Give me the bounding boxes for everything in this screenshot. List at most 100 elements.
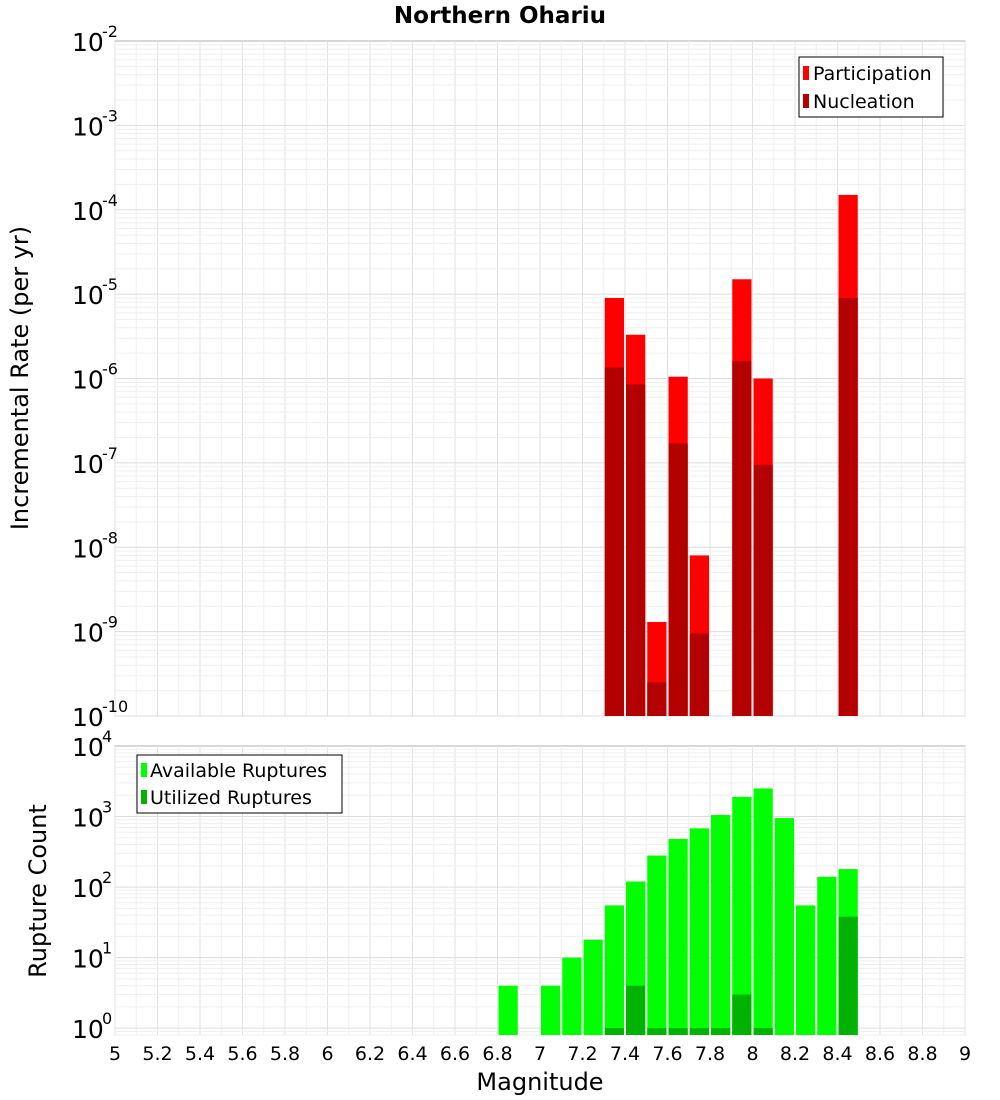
svg-text:-2: -2	[102, 22, 118, 41]
svg-text:4: 4	[102, 727, 112, 746]
count-legend: Available Ruptures Utilized Ruptures	[136, 754, 343, 814]
bar-nucleation	[732, 361, 752, 716]
svg-text:10: 10	[72, 804, 104, 833]
bar-utilized-ruptures	[604, 1028, 624, 1035]
x-tick-label: 5.4	[185, 1043, 215, 1065]
x-tick-label: 6.2	[355, 1043, 385, 1065]
svg-text:-9: -9	[102, 613, 118, 632]
bar-utilized-ruptures	[753, 1028, 773, 1035]
bar-nucleation	[668, 443, 688, 716]
bar-utilized-ruptures	[668, 1028, 688, 1035]
y-tick-label: 10-7	[72, 444, 118, 479]
count-bars	[498, 788, 858, 1035]
x-tick-label: 5.8	[270, 1043, 300, 1065]
rate-bars	[604, 194, 858, 716]
svg-text:-8: -8	[102, 528, 118, 547]
rate-legend: Participation Nucleation	[798, 56, 944, 118]
bar-available-ruptures	[604, 905, 624, 1035]
x-tick-label: 8.6	[865, 1043, 895, 1065]
bar-available-ruptures	[583, 939, 603, 1035]
bar-available-ruptures	[753, 788, 773, 1035]
svg-text:2: 2	[102, 868, 112, 887]
bar-nucleation	[838, 297, 858, 716]
count-legend-box	[136, 754, 343, 814]
count-grid	[114, 746, 966, 1036]
svg-text:-7: -7	[102, 444, 118, 463]
bar-available-ruptures	[711, 815, 731, 1035]
x-tick-label: 8.2	[780, 1043, 810, 1065]
x-tick-label: 7	[534, 1043, 546, 1065]
count-y-axis-label: Rupture Count	[24, 804, 52, 978]
y-tick-label: 10-4	[72, 191, 118, 226]
y-tick-label: 10-6	[72, 360, 118, 395]
y-tick-label: 103	[72, 798, 112, 833]
y-tick-label: 10-10	[72, 697, 128, 732]
utilized-legend-swatch	[141, 790, 147, 804]
svg-text:10: 10	[72, 733, 104, 762]
bar-nucleation	[626, 384, 646, 716]
bar-utilized-ruptures	[711, 1028, 731, 1035]
bar-nucleation	[753, 464, 773, 716]
x-tick-label: 5	[109, 1043, 121, 1065]
y-tick-label: 10-5	[72, 275, 118, 310]
bar-available-ruptures	[668, 839, 688, 1035]
y-tick-label: 104	[72, 727, 112, 762]
x-tick-label: 7.2	[567, 1043, 597, 1065]
bar-utilized-ruptures	[838, 916, 858, 1035]
y-tick-label: 10-3	[72, 106, 118, 141]
y-tick-label: 100	[72, 1009, 112, 1044]
rate-y-axis-label: Incremental Rate (per yr)	[6, 226, 34, 530]
x-tick-label: 5.6	[227, 1043, 257, 1065]
x-tick-label: 6	[321, 1043, 333, 1065]
y-tick-label: 101	[72, 939, 112, 974]
bar-available-ruptures	[732, 796, 752, 1035]
available-legend-swatch	[141, 763, 147, 777]
bar-utilized-ruptures	[626, 985, 646, 1035]
x-tick-labels: 5 5.2 5.4 5.6 5.8 6 6.2 6.4 6.6 6.8 7 7.2 7.4 7.6 7.8 8…	[109, 1043, 971, 1065]
svg-text:1: 1	[102, 939, 112, 958]
svg-text:10: 10	[72, 945, 104, 974]
bar-available-ruptures	[774, 818, 794, 1035]
x-tick-label: 8	[746, 1043, 758, 1065]
bar-nucleation	[647, 682, 667, 716]
bar-available-ruptures	[796, 905, 816, 1035]
svg-text:10: 10	[72, 874, 104, 903]
svg-text:10: 10	[72, 534, 104, 563]
svg-text:-6: -6	[102, 360, 118, 379]
svg-text:0: 0	[102, 1009, 112, 1028]
x-tick-label: 6.8	[482, 1043, 512, 1065]
bar-available-ruptures	[817, 876, 837, 1035]
bar-available-ruptures	[541, 985, 561, 1035]
svg-text:10: 10	[72, 112, 104, 141]
bar-nucleation	[604, 367, 624, 716]
x-tick-label: 6.4	[397, 1043, 427, 1065]
bar-utilized-ruptures	[732, 994, 752, 1035]
y-tick-label: 102	[72, 868, 112, 903]
y-tick-label: 10-2	[72, 22, 118, 57]
svg-text:-10: -10	[102, 697, 128, 716]
nucleation-legend-label: Nucleation	[813, 91, 915, 113]
rate-legend-box	[798, 56, 944, 118]
nucleation-legend-swatch	[803, 94, 809, 108]
svg-text:3: 3	[102, 798, 112, 817]
bar-utilized-ruptures	[689, 1028, 709, 1035]
svg-text:-3: -3	[102, 106, 118, 125]
bar-available-ruptures	[498, 985, 518, 1035]
svg-text:10: 10	[72, 197, 104, 226]
x-tick-label: 7.6	[652, 1043, 682, 1065]
svg-text:10: 10	[72, 619, 104, 648]
x-tick-label: 8.8	[907, 1043, 937, 1065]
y-tick-label: 10-9	[72, 613, 118, 648]
svg-text:10: 10	[72, 28, 104, 57]
utilized-legend-label: Utilized Ruptures	[150, 787, 312, 809]
svg-text:10: 10	[72, 450, 104, 479]
bar-nucleation	[689, 633, 709, 716]
x-tick-label: 7.8	[695, 1043, 725, 1065]
svg-text:10: 10	[72, 703, 104, 732]
y-tick-label: 10-8	[72, 528, 118, 563]
rate-grid	[114, 41, 966, 717]
x-tick-label: 5.2	[142, 1043, 172, 1065]
